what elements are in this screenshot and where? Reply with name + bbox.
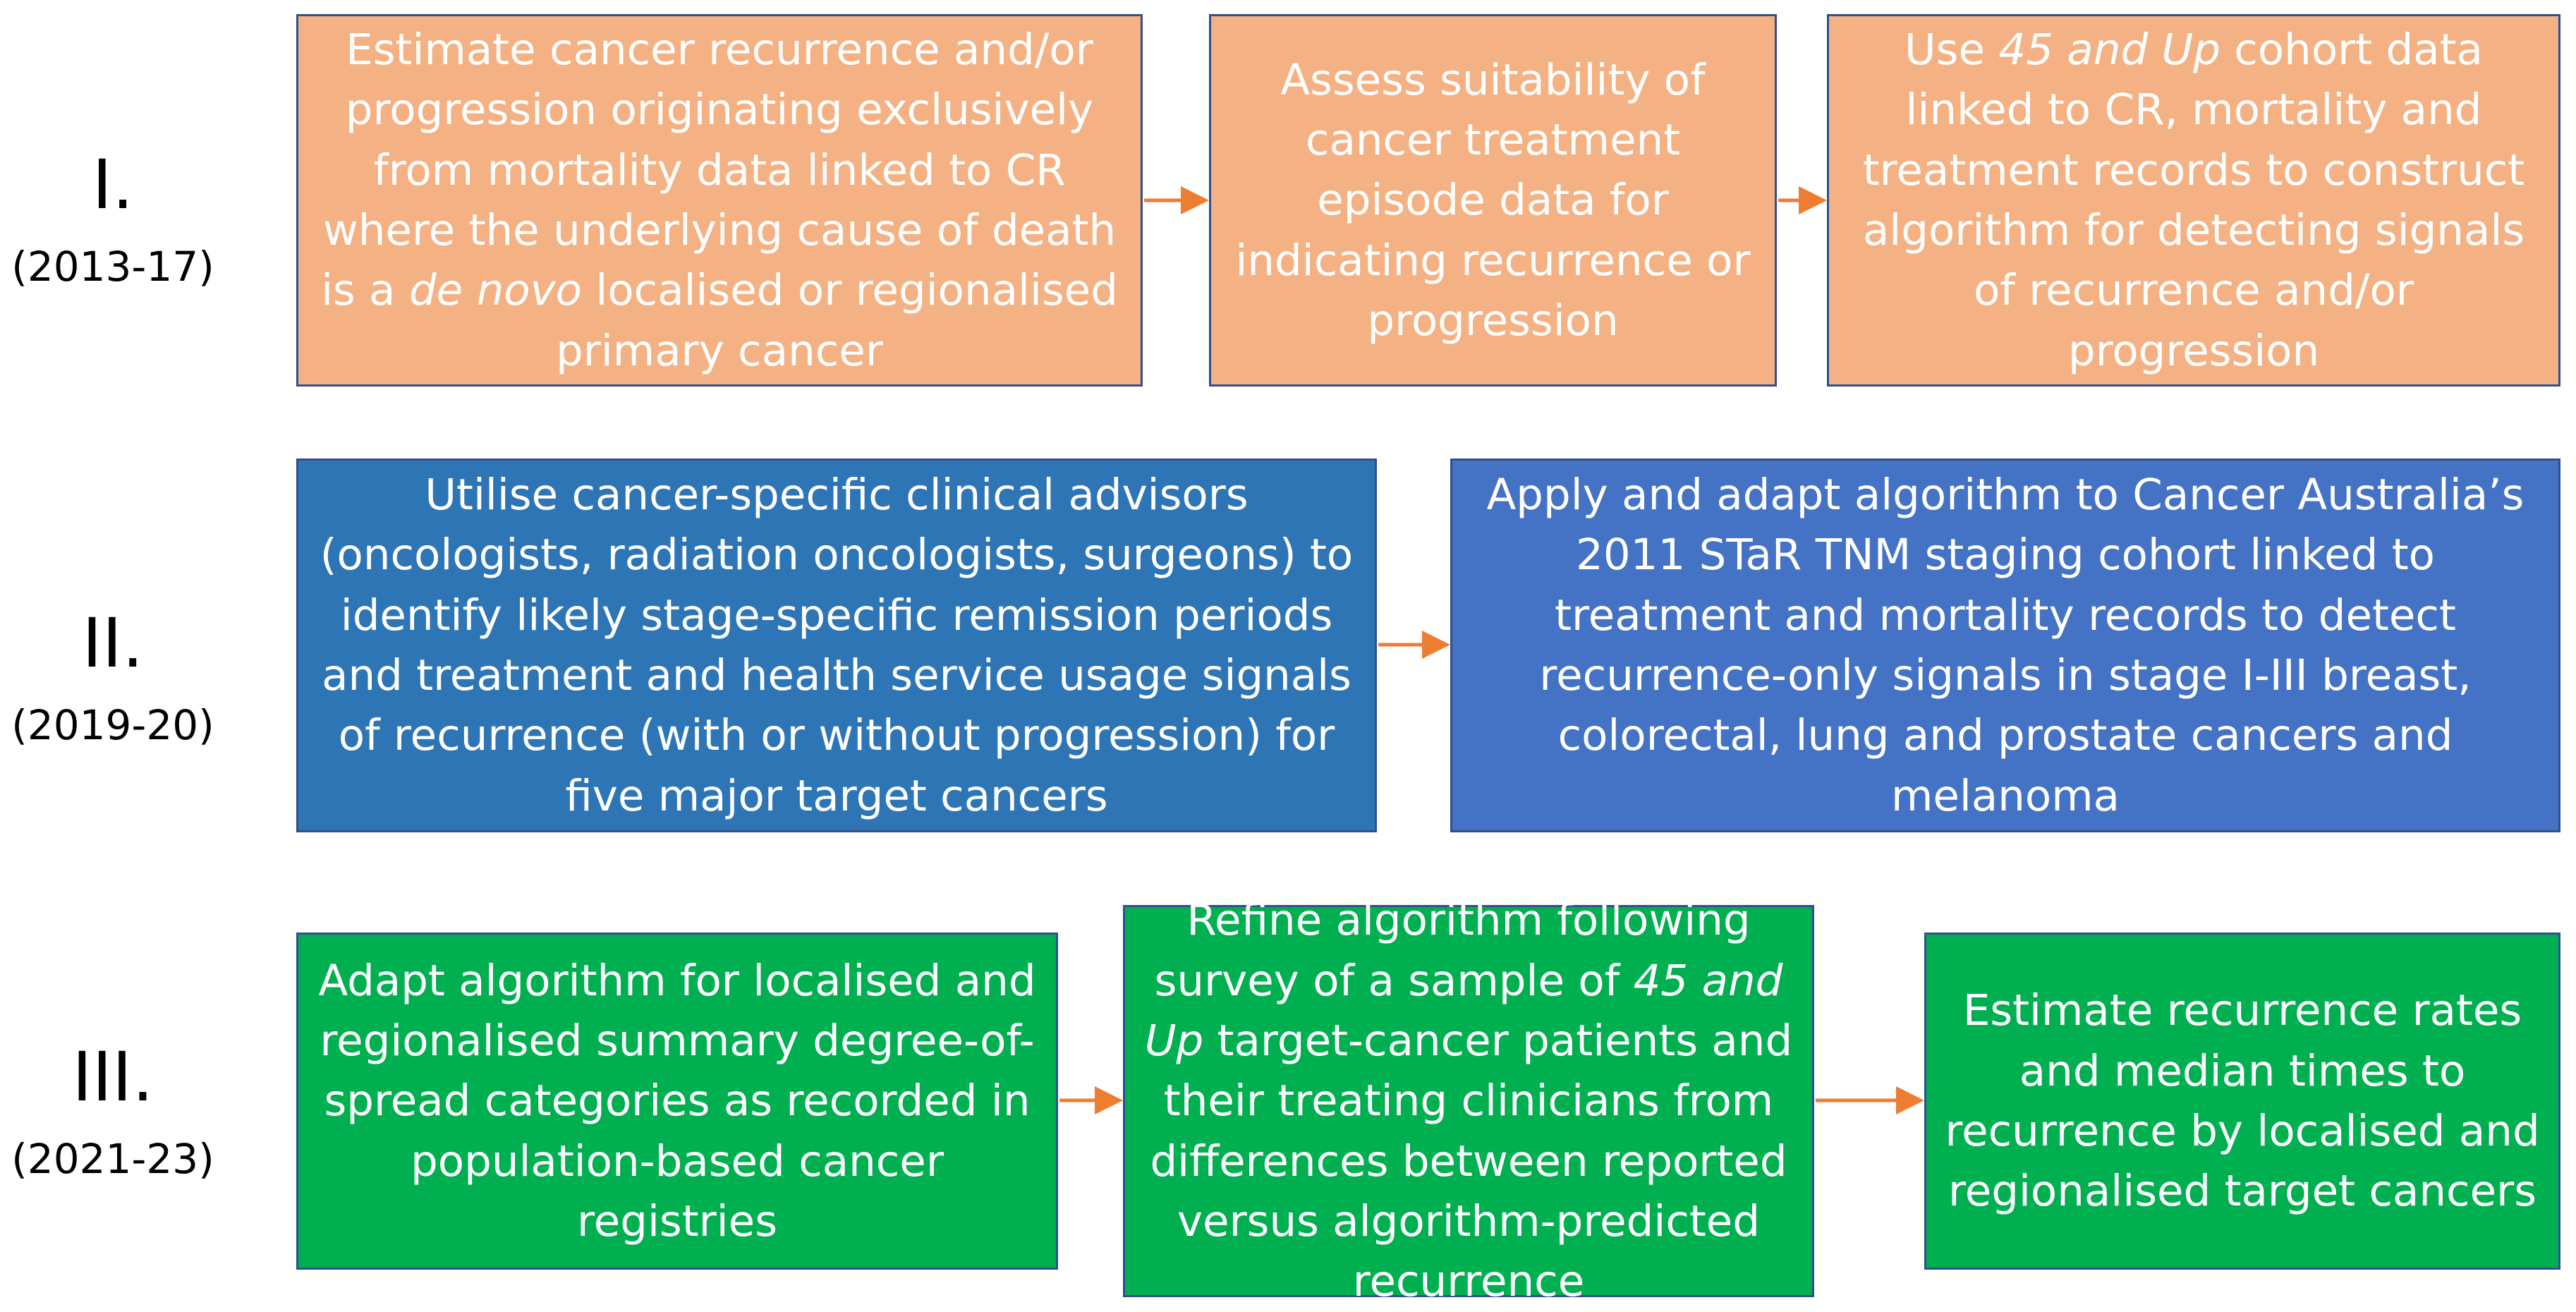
step-clinical-advisors: Utilise cancer-specific clinical advisor… [296, 458, 1377, 832]
step-text: Utilise cancer-specific clinical advisor… [320, 469, 1354, 821]
step-text: Use 45 and Up cohort data linked to CR, … [1862, 24, 2525, 376]
step-adapt-algorithm-degree-of-spread: Adapt algorithm for localised and region… [296, 933, 1058, 1270]
phase-years: (2013-17) [11, 242, 214, 291]
phase-numeral: III. [72, 1038, 154, 1117]
step-text: Adapt algorithm for localised and region… [318, 955, 1036, 1247]
step-text: Refine algorithm following survey of a s… [1144, 895, 1793, 1307]
phase-label-3: III. (2021-23) [0, 1040, 226, 1184]
step-assess-treatment-data: Assess suitability of cancer treatment e… [1209, 14, 1777, 387]
step-estimate-recurrence-rates: Estimate recurrence rates and median tim… [1924, 933, 2560, 1270]
step-construct-algorithm: Use 45 and Up cohort data linked to CR, … [1827, 14, 2560, 387]
phase-label-2: II. (2019-20) [0, 604, 226, 750]
step-text: Assess suitability of cancer treatment e… [1235, 54, 1751, 346]
phase-numeral: I. [92, 145, 134, 224]
step-text: Estimate recurrence rates and median tim… [1945, 985, 2540, 1217]
phase-numeral: II. [82, 604, 144, 683]
phase-years: (2019-20) [11, 700, 214, 749]
step-text: Estimate cancer recurrence and/or progre… [321, 24, 1118, 376]
step-refine-algorithm-survey: Refine algorithm following survey of a s… [1123, 895, 1814, 1306]
step-apply-algorithm-star-cohort: Apply and adapt algorithm to Cancer Aust… [1450, 458, 2560, 832]
phase-years: (2021-23) [11, 1134, 214, 1183]
phase-label-1: I. (2013-17) [0, 145, 226, 291]
step-text: Apply and adapt algorithm to Cancer Aust… [1486, 469, 2525, 821]
step-mortality-data-estimate: Estimate cancer recurrence and/or progre… [296, 14, 1143, 387]
